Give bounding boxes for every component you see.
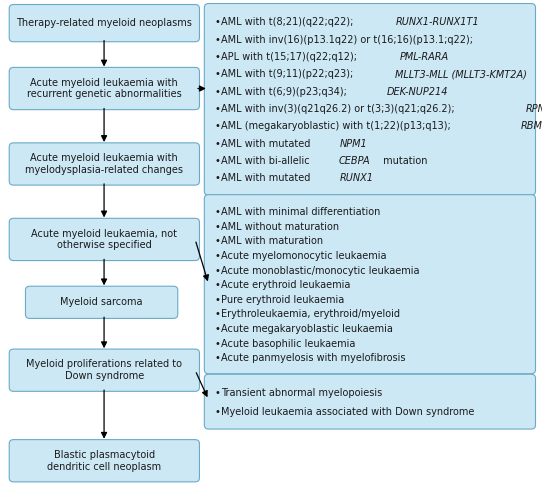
Text: AML with inv(16)(p13.1q22) or t(16;16)(p13.1;q22);: AML with inv(16)(p13.1q22) or t(16;16)(p… <box>221 35 476 45</box>
Text: AML with t(8;21)(q22;q22);: AML with t(8;21)(q22;q22); <box>221 17 356 27</box>
Text: •: • <box>214 52 220 62</box>
FancyBboxPatch shape <box>25 286 178 318</box>
Text: Acute basophilic leukaemia: Acute basophilic leukaemia <box>221 339 355 349</box>
Text: MLLT3-MLL (MLLT3-KMT2A): MLLT3-MLL (MLLT3-KMT2A) <box>395 69 527 79</box>
Text: Acute megakaryoblastic leukaemia: Acute megakaryoblastic leukaemia <box>221 324 392 334</box>
Text: Myeloid leukaemia associated with Down syndrome: Myeloid leukaemia associated with Down s… <box>221 407 474 417</box>
Text: •: • <box>214 295 220 305</box>
Text: AML (megakaryoblastic) with t(1;22)(p13;q13);: AML (megakaryoblastic) with t(1;22)(p13;… <box>221 121 454 131</box>
Text: •: • <box>214 309 220 319</box>
Text: CEBPA: CEBPA <box>339 156 371 166</box>
Text: •: • <box>214 236 220 246</box>
Text: •: • <box>214 139 220 149</box>
Text: •: • <box>214 266 220 276</box>
Text: •: • <box>214 69 220 79</box>
Text: Therapy-related myeloid neoplasms: Therapy-related myeloid neoplasms <box>16 18 192 28</box>
Text: •: • <box>214 339 220 349</box>
FancyBboxPatch shape <box>204 195 535 374</box>
Text: Acute myelomonocytic leukaemia: Acute myelomonocytic leukaemia <box>221 251 386 261</box>
Text: •: • <box>214 17 220 27</box>
Text: AML with maturation: AML with maturation <box>221 236 322 246</box>
FancyBboxPatch shape <box>9 440 199 482</box>
Text: AML with mutated: AML with mutated <box>221 139 313 149</box>
FancyBboxPatch shape <box>9 218 199 261</box>
Text: •: • <box>214 174 220 184</box>
Text: AML with inv(3)(q21q26.2) or t(3;3)(q21;q26.2);: AML with inv(3)(q21q26.2) or t(3;3)(q21;… <box>221 104 457 114</box>
Text: •: • <box>214 104 220 114</box>
Text: •: • <box>214 251 220 261</box>
Text: AML with bi-allelic: AML with bi-allelic <box>221 156 312 166</box>
Text: RUNX1-RUNX1T1: RUNX1-RUNX1T1 <box>396 17 479 27</box>
Text: AML with t(6;9)(p23;q34);: AML with t(6;9)(p23;q34); <box>221 87 350 97</box>
FancyBboxPatch shape <box>9 143 199 185</box>
Text: •: • <box>214 35 220 45</box>
Text: AML with t(9;11)(p22;q23);: AML with t(9;11)(p22;q23); <box>221 69 356 79</box>
Text: •: • <box>214 324 220 334</box>
Text: Acute myeloid leukaemia with
myelodysplasia-related changes: Acute myeloid leukaemia with myelodyspla… <box>25 153 183 175</box>
Text: Blastic plasmacytoid
dendritic cell neoplasm: Blastic plasmacytoid dendritic cell neop… <box>47 450 162 471</box>
Text: APL with t(15;17)(q22;q12);: APL with t(15;17)(q22;q12); <box>221 52 360 62</box>
Text: AML with minimal differentiation: AML with minimal differentiation <box>221 207 380 217</box>
FancyBboxPatch shape <box>204 374 535 429</box>
Text: •: • <box>214 207 220 217</box>
Text: DEK-NUP214: DEK-NUP214 <box>387 87 449 97</box>
Text: •: • <box>214 222 220 232</box>
Text: mutation: mutation <box>380 156 427 166</box>
Text: PML-RARA: PML-RARA <box>400 52 449 62</box>
Text: Myeloid proliferations related to
Down syndrome: Myeloid proliferations related to Down s… <box>27 360 182 381</box>
Text: Transient abnormal myelopoiesis: Transient abnormal myelopoiesis <box>221 388 382 398</box>
Text: Erythroleukaemia, erythroid/myeloid: Erythroleukaemia, erythroid/myeloid <box>221 309 399 319</box>
Text: RPN1-EVI1: RPN1-EVI1 <box>526 104 542 114</box>
Text: Acute myeloid leukaemia, not
otherwise specified: Acute myeloid leukaemia, not otherwise s… <box>31 229 177 250</box>
Text: Acute erythroid leukaemia: Acute erythroid leukaemia <box>221 280 350 290</box>
Text: Acute panmyelosis with myelofibrosis: Acute panmyelosis with myelofibrosis <box>221 354 405 363</box>
Text: AML without maturation: AML without maturation <box>221 222 339 232</box>
FancyBboxPatch shape <box>9 67 199 110</box>
Text: NPM1: NPM1 <box>340 139 367 149</box>
Text: •: • <box>214 354 220 363</box>
Text: •: • <box>214 121 220 131</box>
Text: •: • <box>214 280 220 290</box>
Text: Pure erythroid leukaemia: Pure erythroid leukaemia <box>221 295 344 305</box>
Text: •: • <box>214 156 220 166</box>
Text: RBM15-MKL1: RBM15-MKL1 <box>521 121 542 131</box>
Text: Acute myeloid leukaemia with
recurrent genetic abnormalities: Acute myeloid leukaemia with recurrent g… <box>27 78 182 99</box>
Text: •: • <box>214 388 220 398</box>
Text: •: • <box>214 407 220 417</box>
Text: Acute monoblastic/monocytic leukaemia: Acute monoblastic/monocytic leukaemia <box>221 266 419 276</box>
Text: AML with mutated: AML with mutated <box>221 174 313 184</box>
FancyBboxPatch shape <box>204 4 535 195</box>
FancyBboxPatch shape <box>9 5 199 42</box>
FancyBboxPatch shape <box>9 349 199 391</box>
Text: RUNX1: RUNX1 <box>340 174 374 184</box>
Text: •: • <box>214 87 220 97</box>
Text: Myeloid sarcoma: Myeloid sarcoma <box>60 297 143 307</box>
